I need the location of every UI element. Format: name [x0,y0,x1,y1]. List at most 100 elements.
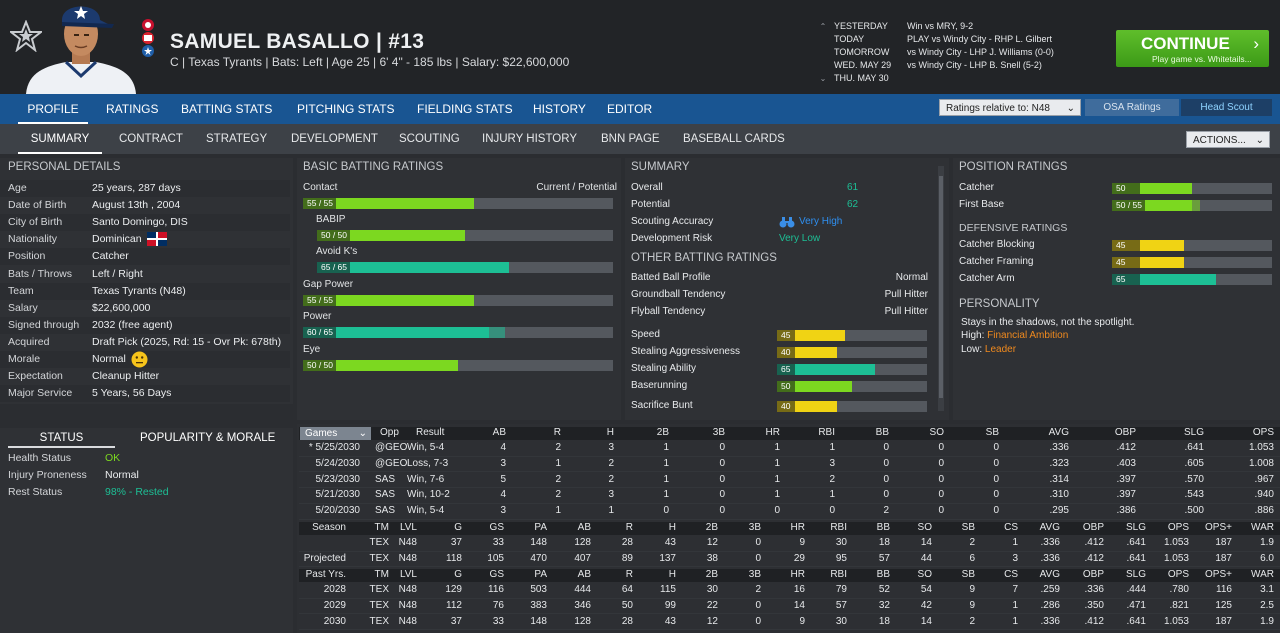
summary-scrollbar[interactable] [938,166,944,411]
game-row[interactable] [299,473,1280,489]
season-col-header[interactable]: SO [917,522,932,533]
season-col-header[interactable]: RBI [830,522,847,533]
past-row[interactable] [299,615,1280,631]
past-row[interactable] [299,583,1280,599]
actions-dropdown[interactable]: ACTIONS... ⌄ [1186,131,1270,148]
past-col-header[interactable]: LVL [399,569,417,580]
season-col-header[interactable]: AB [577,522,591,533]
season-col-header[interactable]: PA [534,522,547,533]
season-col-header[interactable]: CS [1004,522,1018,533]
past-col-header[interactable]: WAR [1251,569,1274,580]
tab-contract[interactable]: CONTRACT [119,133,183,145]
games-col-header[interactable]: OBP [1114,427,1136,438]
tab-baseball-cards[interactable]: BASEBALL CARDS [683,133,785,145]
season-col-header[interactable]: 2B [705,522,718,533]
tab-status[interactable]: STATUS [8,429,115,448]
games-col-header[interactable]: SB [985,427,999,438]
past-col-header[interactable]: OBP [1082,569,1104,580]
season-col-header[interactable]: OPS+ [1205,522,1232,533]
games-col-header[interactable]: AB [492,427,506,438]
past-row[interactable] [299,599,1280,615]
schedule-row[interactable]: TODAY PLAY vs Windy City - RHP L. Gilbert [812,33,1112,46]
game-row[interactable] [299,504,1280,520]
schedule-row[interactable]: TOMORROW vs Windy City - LHP J. Williams … [812,46,1112,59]
season-col-header[interactable]: OBP [1082,522,1104,533]
past-col-header[interactable]: OPS+ [1205,569,1232,580]
season-col-header[interactable]: 3B [748,522,761,533]
games-col-header[interactable]: Opp [380,427,399,438]
games-col-header[interactable]: H [606,427,614,438]
games-col-header[interactable]: OPS [1252,427,1274,438]
past-col-header[interactable]: GS [489,569,504,580]
tab-pitching-stats[interactable]: PITCHING STATS [297,102,395,116]
past-col-header[interactable]: TM [374,569,389,580]
game-row[interactable] [299,457,1280,473]
past-col-header[interactable]: G [454,569,462,580]
tab-bnn-page[interactable]: BNN PAGE [601,133,660,145]
season-row[interactable] [299,536,1280,552]
past-col-header[interactable]: SO [917,569,932,580]
past-col-header[interactable]: SB [961,569,975,580]
past-col-header[interactable]: BB [876,569,890,580]
season-col-header[interactable]: G [454,522,462,533]
season-col-header[interactable]: R [625,522,633,533]
game-row[interactable] [299,441,1280,457]
season-col-header[interactable]: SLG [1125,522,1146,533]
chevron-up-icon[interactable]: ⌃ [819,22,827,31]
schedule-row[interactable]: WED. MAY 29 vs Windy City - LHP B. Snell … [812,59,1112,72]
season-col-header[interactable]: TM [374,522,389,533]
season-col-header[interactable]: HR [790,522,805,533]
season-col-header[interactable]: SB [961,522,975,533]
tab-ratings[interactable]: RATINGS [106,102,159,116]
tab-popularity-morale[interactable]: POPULARITY & MORALE [140,432,276,444]
tab-summary[interactable]: SUMMARY [18,124,102,154]
past-col-header[interactable]: H [668,569,676,580]
games-dropdown[interactable]: Games ⌄ [300,427,371,440]
continue-button[interactable]: CONTINUE › Play game vs. Whitetails... [1116,30,1269,67]
tab-editor[interactable]: EDITOR [607,102,653,116]
games-col-header[interactable]: SO [929,427,944,438]
tab-profile[interactable]: PROFILE [18,94,88,124]
games-col-header[interactable]: Result [416,427,445,438]
tab-history[interactable]: HISTORY [533,102,586,116]
season-col-header[interactable]: AVG [1039,522,1060,533]
tab-fielding-stats[interactable]: FIELDING STATS [417,102,513,116]
tab-development[interactable]: DEVELOPMENT [291,133,378,145]
schedule-row[interactable]: ⌃ YESTERDAY Win vs MRY, 9-2 [812,20,1112,33]
season-col-header[interactable]: LVL [399,522,417,533]
past-col-header[interactable]: 3B [748,569,761,580]
games-col-header[interactable]: 2B [656,427,669,438]
past-col-header[interactable]: R [625,569,633,580]
season-col-header[interactable]: WAR [1251,522,1274,533]
season-col-header[interactable]: BB [876,522,890,533]
season-col-header[interactable]: GS [489,522,504,533]
ratings-relative-select[interactable]: Ratings relative to: N48 ⌄ [939,99,1081,116]
games-col-header[interactable]: 3B [712,427,725,438]
games-col-header[interactable]: R [553,427,561,438]
game-row[interactable] [299,488,1280,504]
season-col-header[interactable]: OPS [1167,522,1189,533]
season-col-header[interactable]: H [668,522,676,533]
tab-scouting[interactable]: SCOUTING [399,133,460,145]
past-col-header[interactable]: PA [534,569,547,580]
games-col-header[interactable]: HR [765,427,780,438]
past-col-header[interactable]: CS [1004,569,1018,580]
past-col-header[interactable]: SLG [1125,569,1146,580]
past-col-header[interactable]: 2B [705,569,718,580]
tab-injury-history[interactable]: INJURY HISTORY [482,133,578,145]
season-row[interactable] [299,552,1280,568]
past-col-header[interactable]: HR [790,569,805,580]
games-col-header[interactable]: SLG [1183,427,1204,438]
tab-strategy[interactable]: STRATEGY [206,133,268,145]
season-col-header[interactable]: Season [312,522,346,533]
past-col-header[interactable]: Past Yrs. [305,569,346,580]
past-col-header[interactable]: OPS [1167,569,1189,580]
chevron-down-icon[interactable]: ⌄ [819,74,827,83]
games-col-header[interactable]: BB [875,427,889,438]
tab-batting-stats[interactable]: BATTING STATS [181,102,273,116]
schedule-row[interactable]: ⌄ THU. MAY 30 [812,72,1112,85]
games-col-header[interactable]: AVG [1048,427,1069,438]
past-col-header[interactable]: RBI [830,569,847,580]
past-col-header[interactable]: AB [577,569,591,580]
past-col-header[interactable]: AVG [1039,569,1060,580]
